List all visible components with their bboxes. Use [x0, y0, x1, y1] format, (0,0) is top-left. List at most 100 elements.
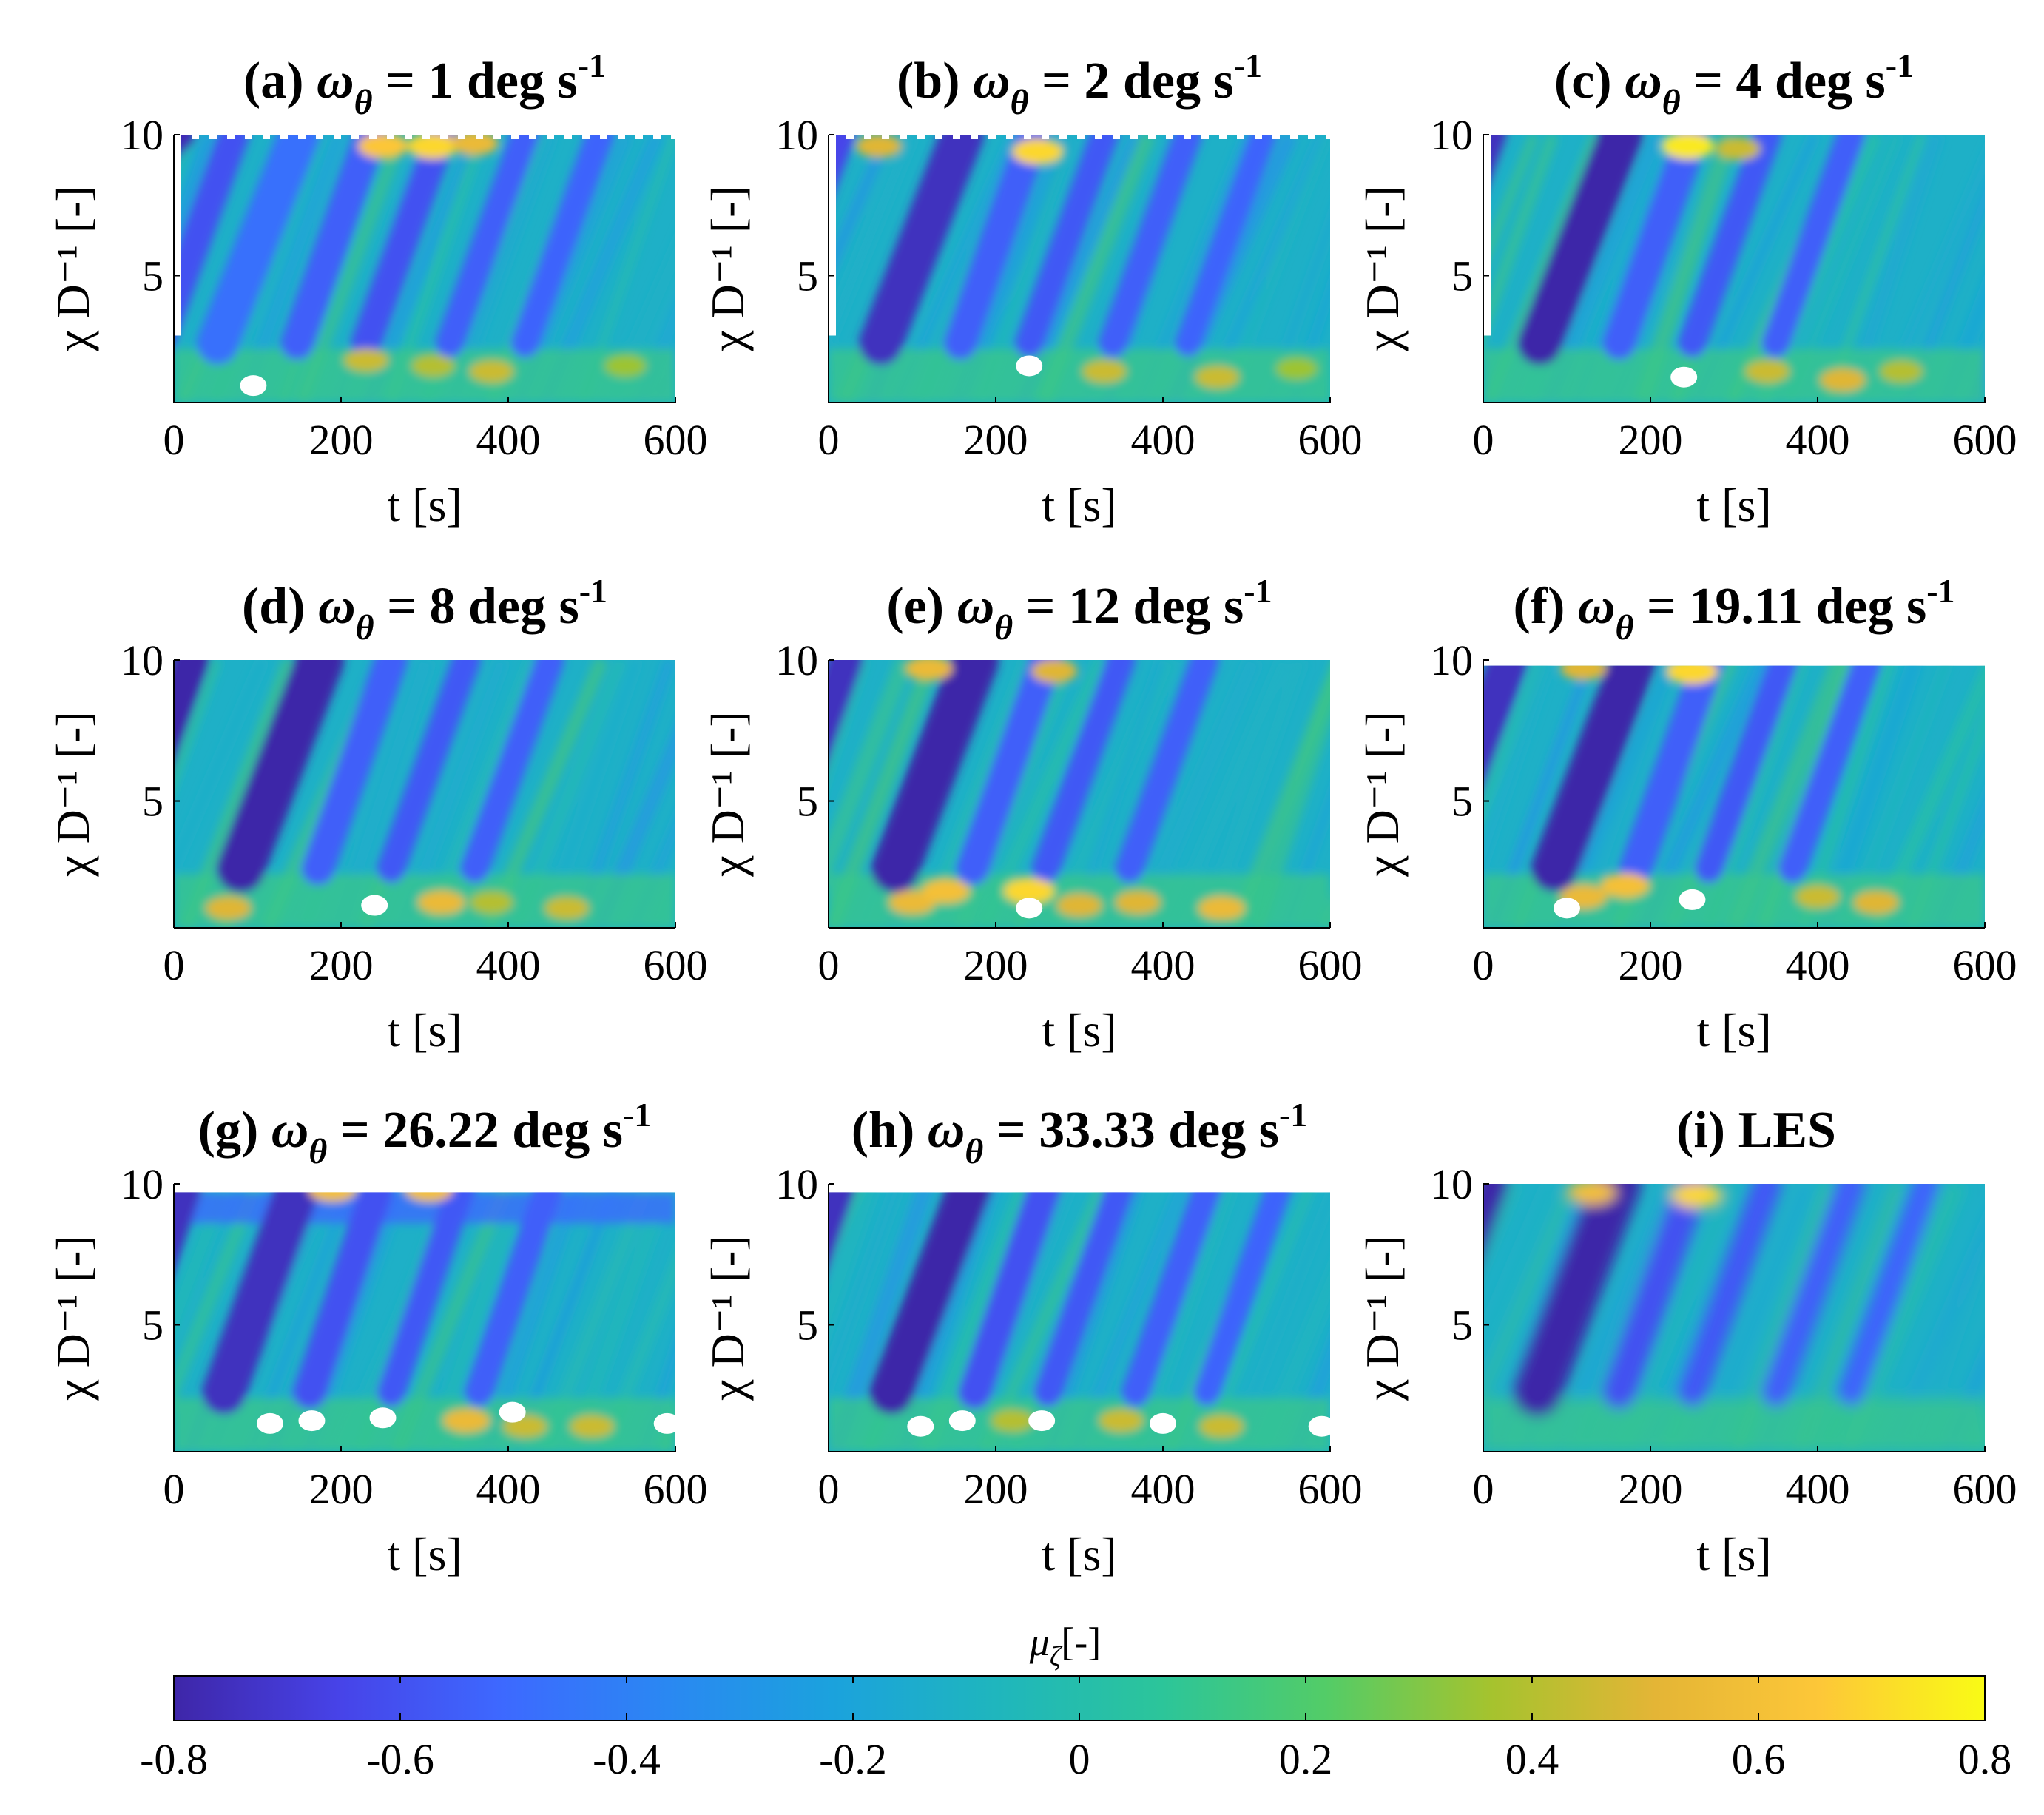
colorbar: -0.8 -0.6 -0.4 -0.2 0 0.2 0.4 0.6 0.8 μζ[-] [140, 1620, 2011, 1783]
theta-subscript: θ [1011, 83, 1029, 122]
x-tick-label: 600 [644, 1465, 708, 1513]
title-value: = 19.11 deg s [1633, 578, 1926, 635]
heatmap-wall-band [1483, 1398, 1985, 1452]
title-exponent: -1 [623, 1096, 651, 1134]
heatmap-positive-blob [1666, 665, 1718, 684]
heatmap-streak [174, 660, 222, 794]
y-tick-label: 10 [121, 636, 163, 684]
heatmap-streak [1483, 135, 1539, 278]
heatmap-positive-blob [205, 896, 252, 920]
heatmap-negative-band [202, 1192, 320, 1415]
omega-symbol: ω [317, 53, 354, 110]
heatmap-start-gap [829, 135, 836, 336]
heatmap-negative-band [869, 1192, 991, 1415]
heatmap-missing-data [907, 1415, 934, 1437]
heatmap-negative-band [1602, 1184, 1709, 1409]
heatmap-field [1483, 135, 1985, 403]
heatmap-negative-band [460, 660, 564, 883]
heatmap-field [1483, 665, 1985, 928]
heatmap-positive-blob [905, 660, 953, 681]
y-axis-label: χ D⁻¹ [-] [701, 711, 754, 878]
heatmap-positive-blob [855, 135, 902, 158]
x-tick-label: 0 [163, 416, 185, 464]
heatmap-negative-band [1483, 1184, 1508, 1256]
heatmap-streak [829, 660, 914, 885]
y-axis-label: χ D⁻¹ [-] [701, 186, 754, 352]
y-tick-label: 10 [1430, 636, 1473, 684]
title-value: LES [1738, 1102, 1836, 1159]
colorbar-tick-label: -0.8 [140, 1735, 208, 1783]
heatmap-positive-blob [1662, 135, 1715, 160]
heatmap-missing-data [1028, 1410, 1056, 1432]
x-tick-label: 400 [476, 416, 541, 464]
heatmap-missing-data [1150, 1412, 1176, 1434]
colorbar-tick-label: -0.6 [366, 1735, 434, 1783]
title-value: = 26.22 deg s [327, 1102, 623, 1159]
x-tick-label: 200 [964, 1465, 1028, 1513]
heatmap-streak [829, 1192, 902, 1396]
y-axis-label: χ D⁻¹ [-] [701, 1235, 754, 1401]
heatmap-streak [1483, 665, 1554, 875]
x-axis-label: t [s] [387, 479, 462, 531]
panel-letter: (g) [198, 1102, 271, 1159]
panel-letter: (b) [897, 53, 973, 110]
colorbar-label-subscript: ζ [1050, 1641, 1063, 1672]
x-tick-label: 400 [1786, 941, 1850, 989]
heatmap-streak [174, 135, 215, 256]
heatmap-positive-blob [1003, 878, 1055, 905]
y-tick-label: 5 [797, 252, 818, 300]
heatmap-negative-band [1678, 135, 1782, 357]
heatmap-positive-blob [357, 135, 408, 159]
heatmap-streak [829, 1192, 877, 1335]
x-axis-label: t [s] [387, 1004, 462, 1057]
x-axis-label: t [s] [1696, 1528, 1771, 1580]
heatmap-start-gap [174, 135, 181, 336]
heatmap-positive-blob [1115, 890, 1161, 915]
x-tick-label: 200 [1619, 416, 1683, 464]
panel-letter: (e) [886, 578, 957, 635]
heatmap-missing-data [256, 1412, 283, 1434]
panel-letter: (a) [243, 53, 317, 110]
x-tick-label: 400 [1786, 1465, 1850, 1513]
x-tick-label: 200 [309, 1465, 374, 1513]
heatmap-positive-blob [442, 1408, 490, 1433]
heatmap-streak [1972, 893, 1985, 928]
heatmap-positive-blob [1745, 360, 1790, 383]
title-exponent: -1 [1926, 572, 1954, 610]
title-value: = 2 deg s [1029, 53, 1234, 110]
panel-a: 0 200 400 600 5 10 t [s] χ D⁻¹ [-] (a) ωθ = 1 de… [47, 47, 708, 531]
theta-subscript: θ [1662, 83, 1681, 122]
heatmap-negative-band [301, 660, 408, 885]
heatmap-negative-band [829, 660, 863, 761]
heatmap-missing-data [1016, 355, 1043, 377]
heatmap-positive-blob [1560, 665, 1607, 681]
x-tick-label: 200 [964, 941, 1028, 989]
heatmap-missing-data [948, 1410, 976, 1432]
y-axis-label: χ D⁻¹ [-] [47, 711, 99, 878]
panel-title: (i) LES [1676, 1102, 1836, 1159]
x-tick-label: 600 [1953, 941, 2017, 989]
panel-d: 0 200 400 600 5 10 t [s] χ D⁻¹ [-] (d) ωθ = 8 de… [47, 572, 708, 1057]
heatmap-positive-blob [1716, 137, 1761, 161]
y-tick-label: 5 [1451, 778, 1473, 826]
panel-h: 0 200 400 600 5 10 t [s] χ D⁻¹ [-] (h) ωθ = 33.3… [701, 1096, 1363, 1580]
heatmap-negative-band [1678, 1184, 1782, 1407]
heatmap-negative-band [1193, 1192, 1291, 1406]
panel-title: (a) ωθ = 1 deg s-1 [243, 47, 606, 122]
x-axis-label: t [s] [387, 1528, 462, 1580]
y-axis-label: χ D⁻¹ [-] [1356, 186, 1409, 352]
x-axis-label: t [s] [1042, 479, 1116, 531]
heatmap-negative-band [956, 660, 1062, 885]
x-tick-label: 0 [1473, 416, 1494, 464]
colorbar-tick-label: 0 [1069, 1735, 1090, 1783]
heatmap-missing-data [1670, 366, 1698, 388]
panel-e: 0 200 400 600 5 10 t [s] χ D⁻¹ [-] (e) ωθ = 12 d… [701, 572, 1363, 1057]
heatmap-positive-blob [308, 1192, 357, 1202]
heatmap-positive-blob [544, 896, 590, 920]
heatmap-negative-band [1031, 660, 1136, 883]
heatmap-missing-data [1679, 889, 1706, 910]
heatmap-missing-data [361, 895, 388, 916]
panel-letter: (c) [1554, 53, 1625, 110]
x-tick-label: 600 [1953, 416, 2017, 464]
